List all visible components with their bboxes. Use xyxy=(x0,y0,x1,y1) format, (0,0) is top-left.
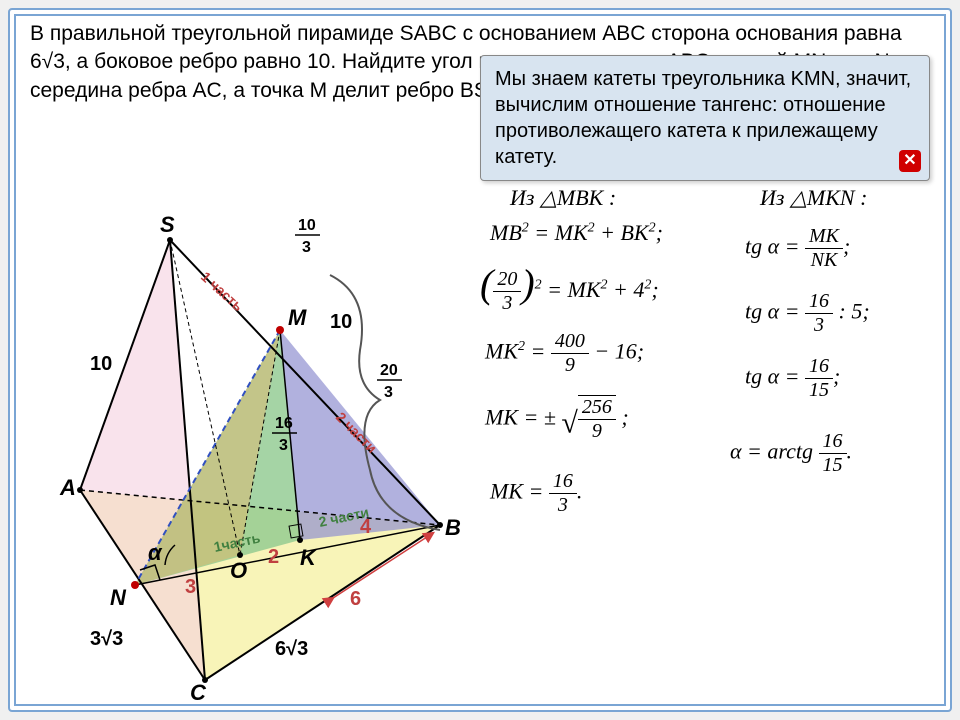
pyramid-diagram: S A B C M N K O 10 10 10 3 20 3 16 3 4 2… xyxy=(20,200,480,700)
lbl-1part: 1 часть xyxy=(198,268,247,314)
label-c: C xyxy=(190,680,207,700)
eq4: MK2 = 4009 − 16; xyxy=(485,330,644,377)
tg1: tg α = MKNK; xyxy=(745,225,850,272)
hdr2: Из △MKN : xyxy=(760,185,867,211)
frac-10-3-n: 10 xyxy=(298,217,316,234)
label-k: K xyxy=(300,545,318,570)
frac-10-3-d: 3 xyxy=(302,239,311,256)
frac-16-3-d: 3 xyxy=(279,437,288,454)
tg3: tg α = 1615; xyxy=(745,355,840,402)
lbl-10-right: 10 xyxy=(330,311,352,333)
label-b: B xyxy=(445,515,461,540)
math-derivation: Из △MBK : MB2 = MK2 + BK2; (203)2 = MK2 … xyxy=(480,180,940,700)
eq5: MK = ± √2569 ; xyxy=(485,395,629,443)
label-s: S xyxy=(160,212,175,237)
tg2: tg α = 163 : 5; xyxy=(745,290,870,337)
hdr1: Из △MBK : xyxy=(510,185,616,211)
lbl-2: 2 xyxy=(268,546,279,568)
frac-20-3-n: 20 xyxy=(380,362,398,379)
lbl-6: 6 xyxy=(350,588,361,610)
eq6: MK = 163. xyxy=(490,470,582,517)
frac-16-3-n: 16 xyxy=(275,415,293,432)
eq3: (203)2 = MK2 + 42; xyxy=(480,260,659,315)
lbl-10-left: 10 xyxy=(90,353,112,375)
label-m: M xyxy=(288,305,307,330)
lbl-3: 3 xyxy=(185,576,196,598)
close-icon[interactable]: ✕ xyxy=(899,150,921,172)
answer: α = arctg 1615. xyxy=(730,430,852,477)
lbl-3rt3: 3√3 xyxy=(90,628,123,650)
label-a: A xyxy=(59,475,76,500)
eq1: MB2 = MK2 + BK2; xyxy=(490,220,663,246)
label-n: N xyxy=(110,585,127,610)
frac-20-3-d: 3 xyxy=(384,384,393,401)
label-o: O xyxy=(230,558,247,583)
lbl-alpha: α xyxy=(148,540,163,565)
hint-tooltip: Мы знаем катеты треугольника KMN, значит… xyxy=(480,55,930,181)
face-sac xyxy=(80,240,205,680)
lbl-6rt3: 6√3 xyxy=(275,638,308,660)
tooltip-text: Мы знаем катеты треугольника KMN, значит… xyxy=(495,68,911,168)
